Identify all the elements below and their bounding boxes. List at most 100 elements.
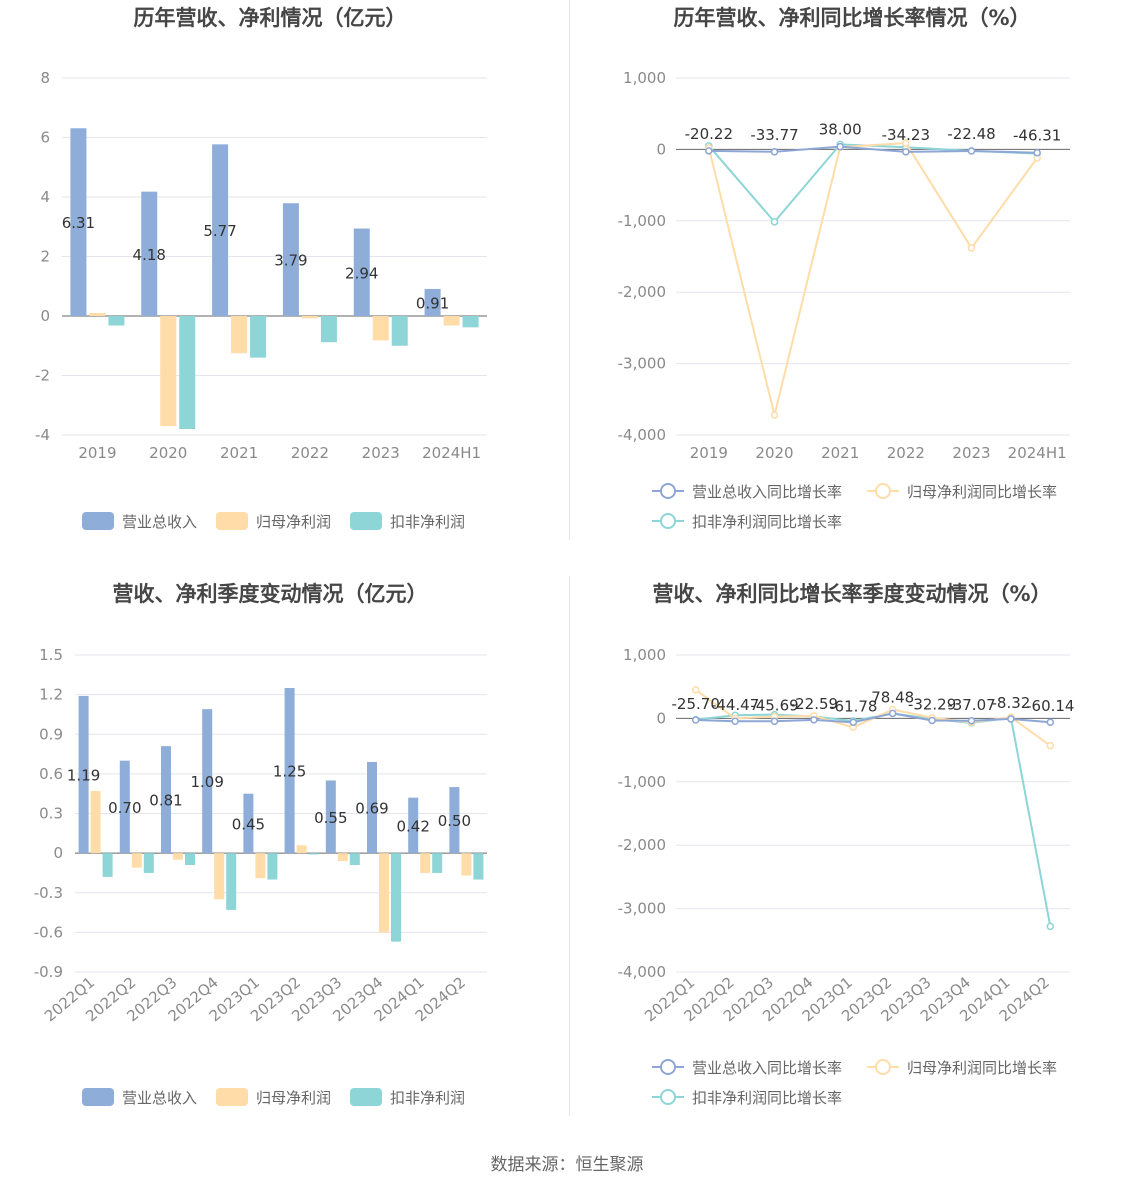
- x-tick-label: 2019: [78, 444, 116, 462]
- series-line-revenue-growth: [708, 145, 1038, 154]
- series-point: [691, 716, 700, 724]
- series-line-net-profit-growth: [707, 141, 1038, 416]
- y-tick-label: 0.3: [39, 805, 63, 823]
- chart-title: 营收、净利同比增长率季度变动情况（%）: [652, 582, 1051, 606]
- series-point: [731, 717, 739, 725]
- data-label: -45.69: [750, 696, 798, 714]
- y-tick-label: -1,000: [618, 212, 666, 230]
- y-tick-label: 8: [40, 69, 50, 87]
- chart-quarterly-growth-rate: 营收、净利同比增长率季度变动情况（%） 1,000 0 -1,000 -2,000 -3,…: [572, 576, 1134, 1121]
- bar-deducted-profit: [432, 853, 443, 873]
- legend-swatch: [350, 512, 382, 530]
- data-label: -32.29: [908, 695, 956, 713]
- x-tick-label: 2024H1: [1008, 444, 1067, 462]
- legend-marker: [875, 483, 891, 499]
- series-point: [967, 244, 976, 252]
- data-label: 6.31: [62, 214, 95, 232]
- x-tick-label: 2021: [220, 444, 258, 462]
- chart-title: 历年营收、净利同比增长率情况（%）: [673, 6, 1030, 30]
- data-label: -20.22: [685, 125, 733, 143]
- y-tick-label: 4: [40, 188, 50, 206]
- chart-annual-revenue-profit: 历年营收、净利情况（亿元） 8 6 4 2 0 -2 -4 2019 2020 2021 2022 20…: [0, 0, 566, 545]
- data-label: 0.70: [108, 799, 141, 817]
- y-tick-label: -2,000: [618, 836, 666, 854]
- x-tick-label: 2024H1: [422, 444, 481, 462]
- x-tick-label: 2019: [690, 444, 728, 462]
- legend-label: 归母净利润: [256, 1089, 331, 1107]
- data-label: -37.07: [947, 696, 995, 714]
- series-point: [849, 718, 858, 727]
- y-tick-label: 2: [40, 248, 50, 266]
- data-label: -22.59: [790, 695, 838, 713]
- y-tick-label: 1,000: [623, 646, 666, 664]
- y-tick-label: -2: [35, 367, 50, 385]
- series-point: [902, 148, 910, 156]
- legend-label: 扣非净利润: [390, 1089, 465, 1107]
- y-tick-label: -0.6: [34, 923, 63, 941]
- chart-title: 历年营收、净利情况（亿元）: [134, 6, 407, 30]
- series-point: [928, 716, 936, 725]
- y-tick-label: -1,000: [618, 773, 666, 791]
- x-tick-label: 2020: [149, 444, 187, 462]
- bar-deducted-profit: [250, 316, 267, 358]
- x-tick-label: 2021: [821, 444, 859, 462]
- legend-label: 归母净利润同比增长率: [907, 483, 1057, 501]
- bar-revenue: [212, 144, 229, 316]
- bar-net-profit: [131, 853, 142, 868]
- data-label: -25.70: [672, 695, 720, 713]
- legend-label: 扣非净利润同比增长率: [692, 513, 842, 531]
- bar-revenue: [424, 288, 441, 316]
- bar-net-profit: [214, 853, 225, 900]
- legend-marker: [660, 483, 676, 499]
- data-label: 0.45: [232, 815, 265, 833]
- bar-net-profit: [296, 845, 307, 854]
- series-point: [888, 709, 897, 718]
- bar-deducted-profit: [179, 316, 196, 430]
- y-tick-label: 1.2: [39, 686, 63, 704]
- y-tick-label: 0: [53, 844, 63, 862]
- legend-marker: [875, 1059, 891, 1075]
- bar-deducted-profit: [185, 853, 195, 866]
- data-label: 1.09: [190, 773, 223, 791]
- y-tick-label: 0: [656, 709, 666, 727]
- data-label: 0.81: [149, 792, 182, 810]
- bar-net-profit: [160, 316, 177, 427]
- y-tick-label: -4,000: [618, 426, 666, 444]
- data-label: -46.31: [1013, 127, 1061, 145]
- bar-net-profit: [301, 316, 318, 319]
- legend-label: 营业总收入: [122, 1089, 197, 1107]
- y-tick-label: 0.9: [39, 725, 63, 743]
- bar-net-profit: [173, 853, 183, 860]
- y-tick-label: -3,000: [618, 900, 666, 918]
- series-point: [770, 148, 779, 156]
- series-point: [1046, 922, 1055, 931]
- data-label: -61.78: [829, 697, 877, 715]
- y-tick-label: 0.6: [39, 765, 63, 783]
- bar-revenue: [141, 191, 158, 316]
- data-label: 1.25: [273, 763, 306, 781]
- series-point: [902, 139, 910, 147]
- data-label: -60.14: [1026, 697, 1074, 715]
- y-tick-label: -2,000: [618, 283, 666, 301]
- data-label: -33.77: [750, 126, 798, 144]
- y-tick-label: -0.3: [34, 884, 63, 902]
- series-point: [967, 147, 976, 155]
- bar-revenue: [202, 709, 213, 854]
- data-label: 78.48: [871, 688, 914, 706]
- bar-revenue: [282, 203, 299, 316]
- data-label: -8.32: [991, 694, 1030, 712]
- data-label: 0.69: [355, 800, 388, 818]
- bar-deducted-profit: [226, 853, 237, 910]
- x-tick-label: 2022: [291, 444, 329, 462]
- bar-deducted-profit: [143, 853, 154, 873]
- series-point: [967, 717, 976, 725]
- x-tick-label: 2023: [362, 444, 400, 462]
- data-label: 0.50: [438, 812, 471, 830]
- series-point: [836, 142, 844, 151]
- legend-swatch: [216, 1088, 248, 1106]
- data-label: 1.19: [67, 767, 100, 785]
- data-label: 38.00: [819, 121, 862, 139]
- series-point: [770, 411, 779, 419]
- y-tick-label: 1.5: [39, 646, 63, 664]
- x-tick-label: 2023: [952, 444, 990, 462]
